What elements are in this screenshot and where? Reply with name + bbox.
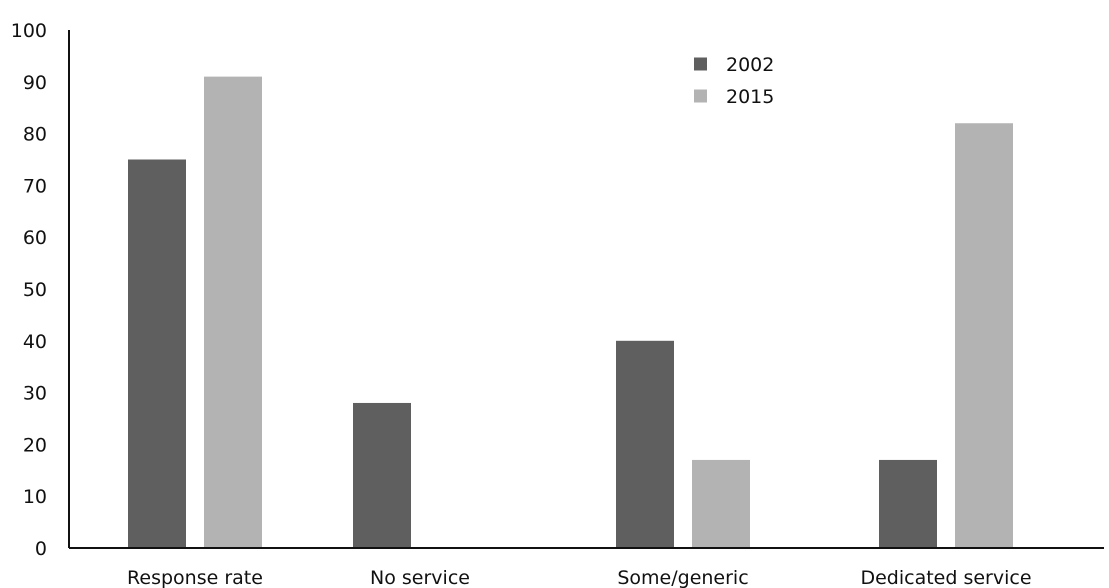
y-tick-label: 30 bbox=[23, 383, 47, 405]
y-tick-label: 10 bbox=[23, 486, 47, 508]
y-tick-label: 100 bbox=[11, 20, 47, 42]
x-category-labels: Response rate No service Some/generic Dedic… bbox=[127, 567, 1031, 588]
bar-2002-dedicated-service bbox=[879, 459, 937, 548]
bar-2015-some-generic bbox=[692, 459, 750, 548]
y-tick-label: 60 bbox=[23, 227, 47, 249]
y-tick-label: 50 bbox=[23, 279, 47, 301]
bar-2015-response-rate bbox=[204, 76, 262, 549]
bar-2002-no-service bbox=[353, 402, 411, 548]
bar-2002-some-generic bbox=[616, 340, 674, 548]
legend-swatch-2015 bbox=[694, 89, 707, 103]
x-category-label: Dedicated service bbox=[860, 567, 1031, 588]
legend: 2002 2015 bbox=[694, 54, 774, 108]
x-category-label: Some/generic bbox=[617, 567, 748, 588]
y-tick-label: 0 bbox=[35, 538, 47, 560]
y-tick-label: 80 bbox=[23, 124, 47, 146]
y-tick-label: 20 bbox=[23, 434, 47, 456]
legend-label-2002: 2002 bbox=[726, 54, 774, 76]
legend-swatch-2002 bbox=[694, 57, 707, 71]
axes-group bbox=[68, 30, 1104, 549]
y-tick-labels: 0 10 20 30 40 50 60 70 80 90 100 bbox=[11, 20, 47, 560]
x-category-label: Response rate bbox=[127, 567, 263, 588]
legend-label-2015: 2015 bbox=[726, 86, 774, 108]
bar-2015-dedicated-service bbox=[955, 123, 1013, 549]
bar-2002-response-rate bbox=[128, 159, 186, 548]
y-tick-label: 40 bbox=[23, 331, 47, 353]
bars-group bbox=[128, 76, 1013, 549]
y-tick-label: 70 bbox=[23, 175, 47, 197]
y-tick-label: 90 bbox=[23, 72, 47, 94]
x-category-label: No service bbox=[370, 567, 470, 588]
